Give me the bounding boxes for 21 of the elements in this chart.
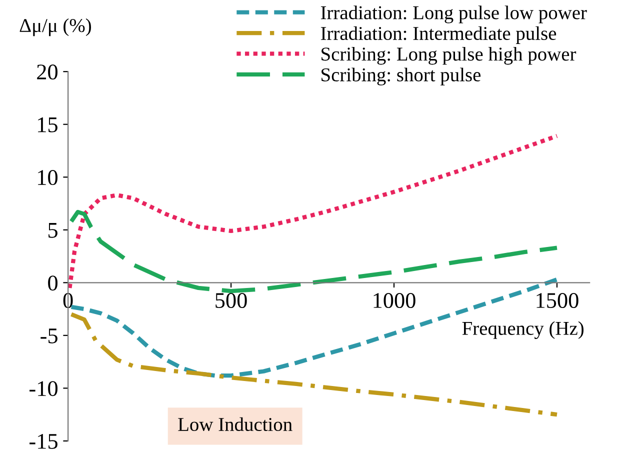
y-tick-label: 20 [37,64,58,80]
legend-label: Irradiation: Intermediate pulse [320,26,556,44]
y-tick-label: -10 [30,381,58,396]
x-tick-label: 1000 [374,293,416,308]
annotation: Low Induction [178,417,292,432]
y-tick-label: 15 [38,117,58,132]
x-axis-title: Frequency (Hz) [462,321,584,339]
legend-label: Scribing: short pulse [322,68,481,86]
y-tick-label: 0 [48,276,58,291]
y-tick-label: 10 [38,170,58,186]
y-tick-label: 5 [48,223,58,238]
line-series [69,210,560,294]
y-tick-label: -15 [30,434,58,449]
y-axis-title: Δμ/μ (%) [20,18,91,36]
line-series [68,134,560,290]
legend-label: Scribing: Long pulse high power [322,47,576,65]
legend-label: Irradiation: Long pulse low power [320,6,587,24]
x-tick-label: 0 [63,293,73,308]
y-tick-label: -5 [40,328,58,344]
x-tick-label: 1500 [536,293,578,308]
x-tick-label: 500 [216,293,247,308]
